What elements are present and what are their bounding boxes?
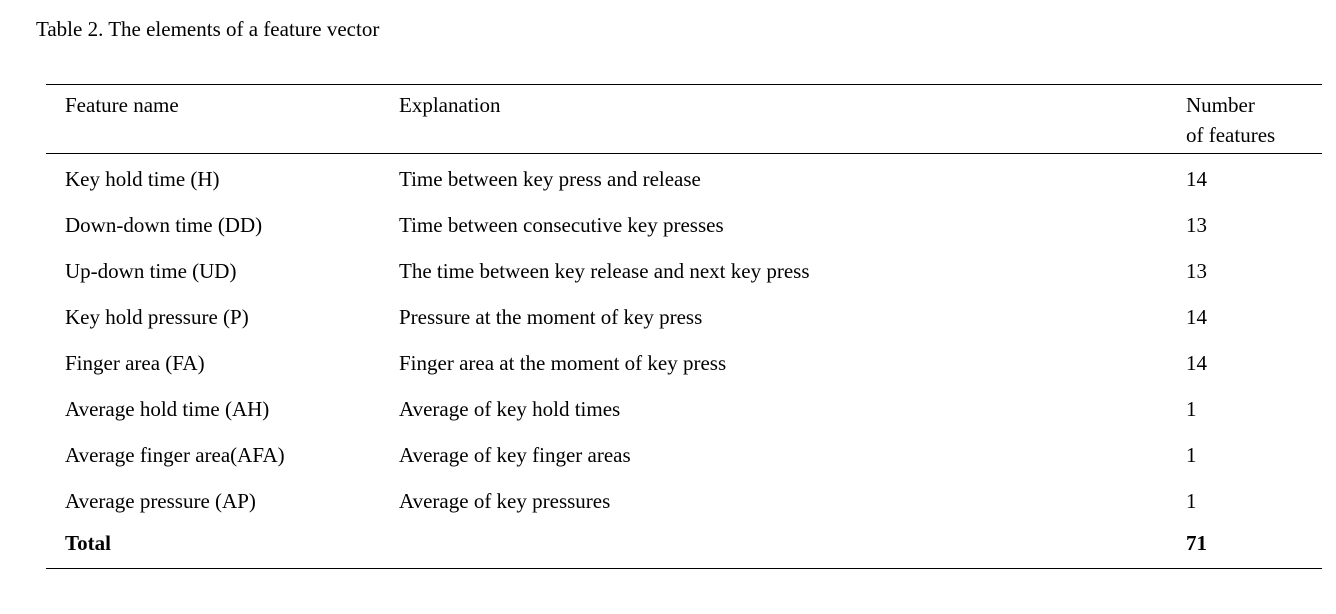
cell-feature-count: 13 bbox=[1186, 213, 1207, 237]
table-row: Finger area (FA) Finger area at the momen… bbox=[46, 338, 1322, 384]
cell-feature-name: Average pressure (AP) bbox=[65, 489, 256, 513]
header-feature-name: Feature name bbox=[65, 93, 179, 117]
table-row: Average finger area(AFA) Average of key f… bbox=[46, 430, 1322, 476]
total-label: Total bbox=[65, 531, 111, 555]
cell-explanation: Pressure at the moment of key press bbox=[399, 305, 703, 329]
cell-feature-name: Average hold time (AH) bbox=[65, 397, 270, 421]
cell-explanation: Average of key finger areas bbox=[399, 443, 631, 467]
bottom-rule bbox=[46, 568, 1322, 569]
cell-explanation: Finger area at the moment of key press bbox=[399, 351, 727, 375]
cell-explanation: The time between key release and next ke… bbox=[399, 259, 810, 283]
table-row: Average pressure (AP) Average of key pres… bbox=[46, 476, 1322, 522]
table-body: Key hold time (H) Time between key press … bbox=[46, 154, 1322, 522]
cell-feature-count: 1 bbox=[1186, 443, 1197, 467]
cell-feature-name: Finger area (FA) bbox=[65, 351, 205, 375]
header-number-line-1: Number bbox=[1186, 93, 1255, 117]
cell-feature-count: 1 bbox=[1186, 489, 1197, 513]
header-explanation: Explanation bbox=[399, 93, 501, 117]
table-row: Key hold pressure (P) Pressure at the mom… bbox=[46, 292, 1322, 338]
cell-feature-name: Key hold time (H) bbox=[65, 167, 220, 191]
cell-explanation: Time between consecutive key presses bbox=[399, 213, 724, 237]
cell-feature-count: 14 bbox=[1186, 351, 1207, 375]
cell-explanation: Time between key press and release bbox=[399, 167, 701, 191]
cell-feature-count: 13 bbox=[1186, 259, 1207, 283]
table-caption: Table 2. The elements of a feature vecto… bbox=[36, 17, 380, 41]
cell-feature-name: Up-down time (UD) bbox=[65, 259, 237, 283]
cell-feature-name: Down-down time (DD) bbox=[65, 213, 263, 237]
cell-explanation: Average of key pressures bbox=[399, 489, 611, 513]
cell-feature-count: 14 bbox=[1186, 167, 1207, 191]
total-count: 71 bbox=[1186, 531, 1207, 555]
table-row: Up-down time (UD) The time between key re… bbox=[46, 246, 1322, 292]
table-row: Average hold time (AH) Average of key hol… bbox=[46, 384, 1322, 430]
header-number-line-2: of features bbox=[1186, 123, 1276, 147]
cell-feature-name: Key hold pressure (P) bbox=[65, 305, 249, 329]
cell-feature-count: 1 bbox=[1186, 397, 1197, 421]
table-header-row: Feature name Explanation Number of featu… bbox=[46, 85, 1322, 153]
cell-feature-count: 14 bbox=[1186, 305, 1207, 329]
cell-explanation: Average of key hold times bbox=[399, 397, 621, 421]
table-row: Key hold time (H) Time between key press … bbox=[46, 154, 1322, 200]
total-row: Total 71 bbox=[46, 522, 1322, 568]
header-rule bbox=[46, 153, 1322, 154]
table-row: Down-down time (DD) Time between consecut… bbox=[46, 200, 1322, 246]
header-number-of-features: Number of features bbox=[1186, 90, 1275, 150]
top-rule bbox=[46, 84, 1322, 85]
cell-feature-name: Average finger area(AFA) bbox=[65, 443, 285, 467]
feature-vector-table: Feature name Explanation Number of featu… bbox=[46, 84, 1322, 569]
